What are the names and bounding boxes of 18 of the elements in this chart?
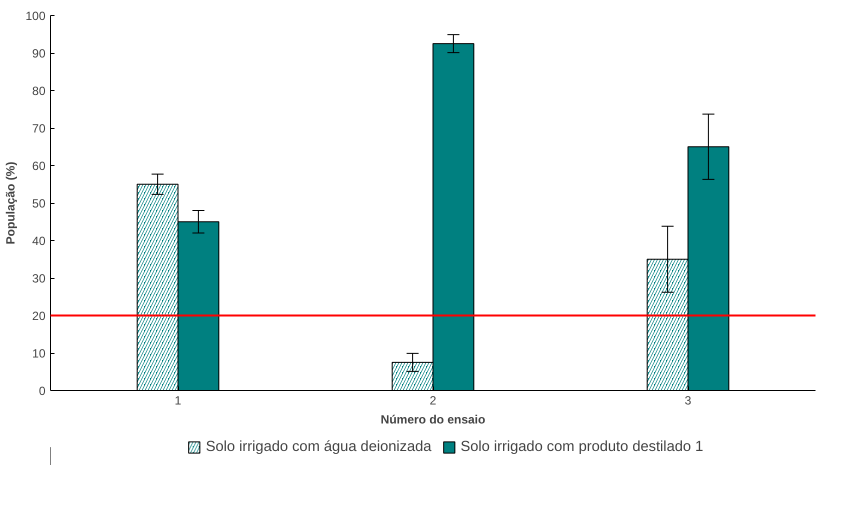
x-tick-label: 3 [684, 394, 692, 408]
y-tick-label: 40 [32, 234, 46, 248]
y-tick-label: 60 [32, 159, 46, 173]
y-tick-label: 100 [25, 9, 46, 23]
y-tick-label: 80 [32, 84, 46, 98]
legend-label: Solo irrigado com produto destilado 1 [460, 439, 704, 455]
legend-label: Solo irrigado com água deionizada [206, 439, 432, 455]
y-tick-label: 20 [32, 309, 46, 323]
y-tick-label: 10 [32, 346, 46, 360]
x-tick-label: 1 [174, 394, 182, 408]
y-tick-label: 50 [32, 196, 46, 210]
y-tick-label: 0 [38, 384, 46, 398]
y-tick-label: 30 [32, 272, 46, 286]
y-tick-label: 70 [32, 122, 46, 136]
y-axis-title: População (%) [3, 162, 18, 244]
x-axis-title: Número do ensaio [380, 412, 486, 426]
y-tick-label: 90 [32, 46, 46, 60]
x-tick-label: 2 [430, 394, 437, 408]
